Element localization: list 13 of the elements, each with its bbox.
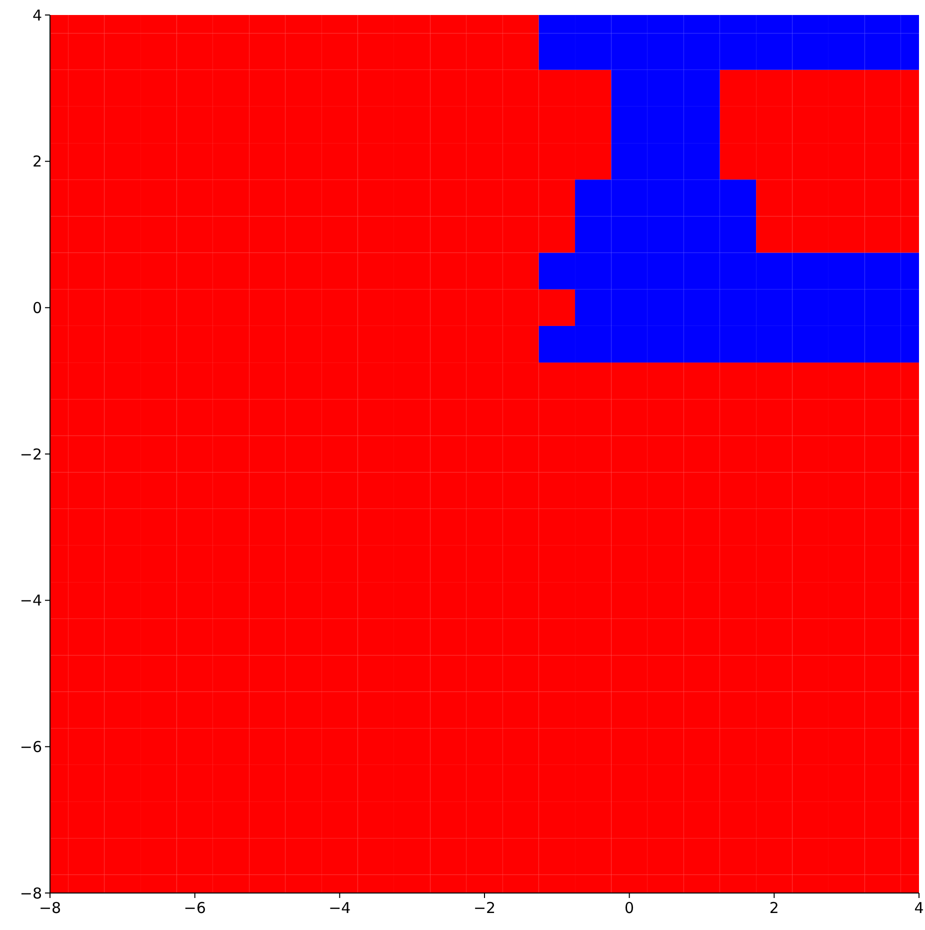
y-tick-label: −6 [20, 738, 42, 756]
x-tick-label: −4 [328, 899, 351, 917]
x-tick-label: −2 [473, 899, 496, 917]
x-tick-label: 2 [769, 899, 779, 917]
y-tick-label: 2 [32, 152, 42, 171]
y-tick-label: 0 [32, 298, 42, 317]
y-tick-label: −2 [20, 445, 42, 464]
y-tick-label: 4 [32, 6, 42, 24]
y-tick-label: −8 [20, 884, 42, 902]
x-tick-label: −6 [184, 899, 206, 917]
x-tick-label: 0 [624, 899, 634, 917]
y-tick-label: −4 [20, 592, 42, 610]
x-tick-label: 4 [914, 899, 924, 917]
